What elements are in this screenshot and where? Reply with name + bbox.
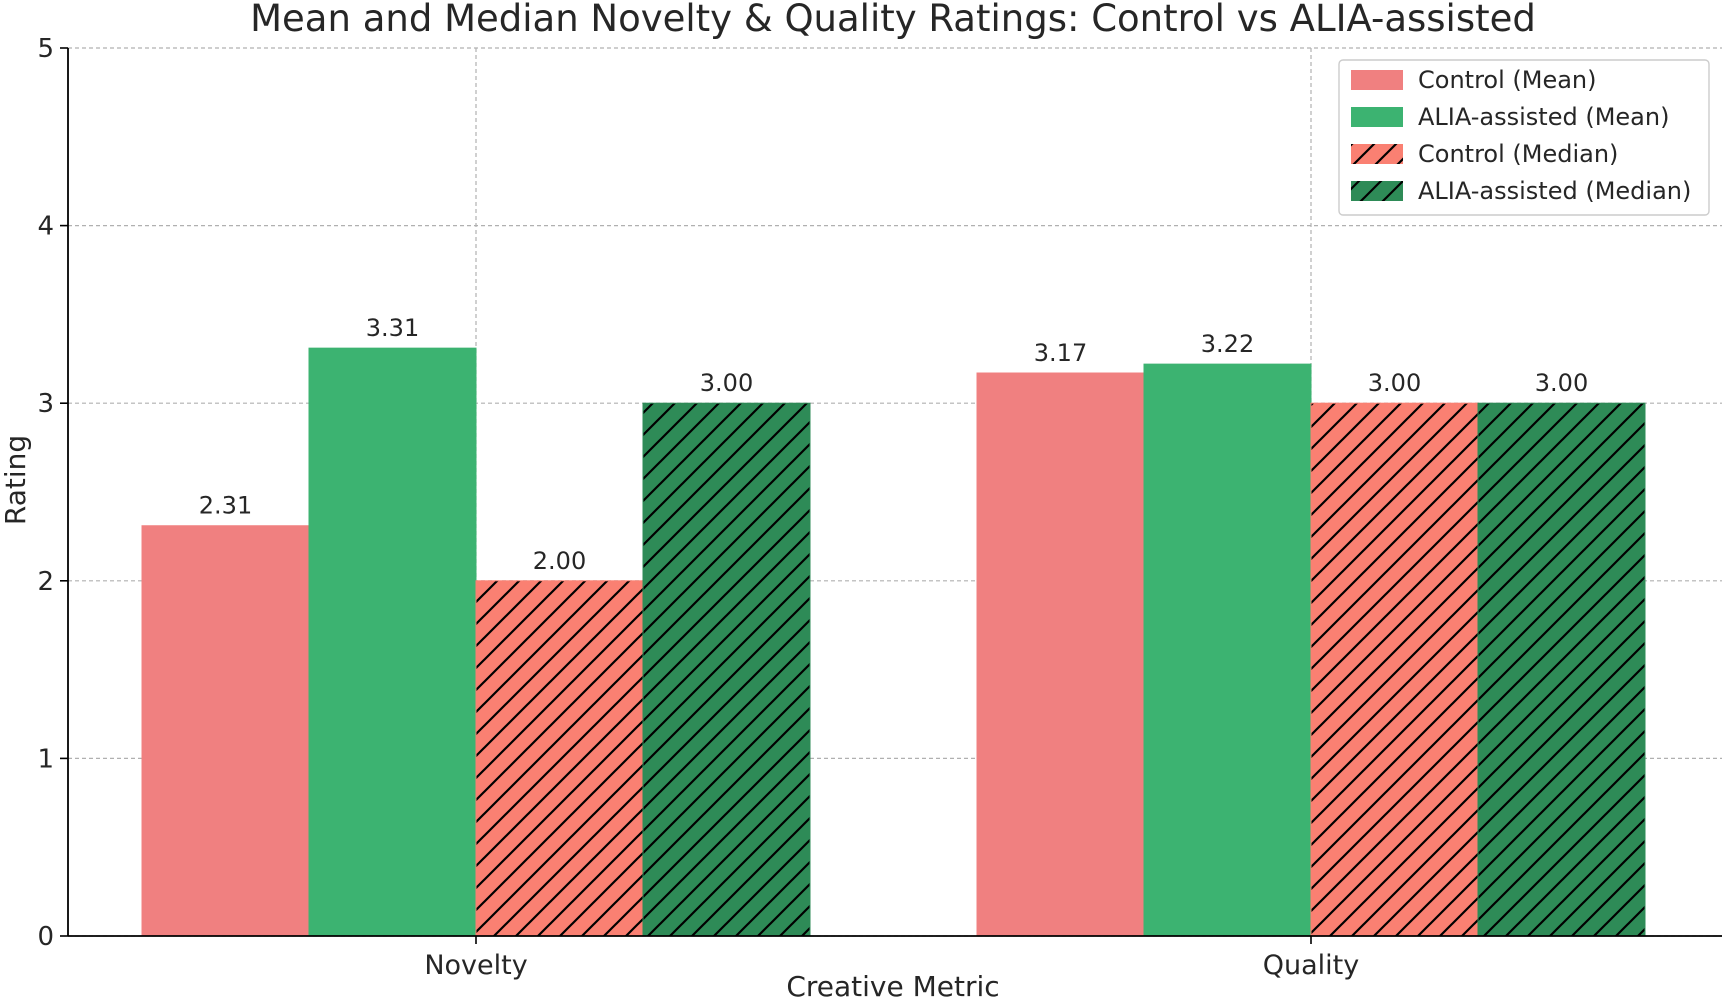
axes xyxy=(60,47,1722,944)
bar-data-label: 2.00 xyxy=(533,547,586,575)
y-tick-label: 4 xyxy=(37,212,54,242)
bar-data-label: 3.22 xyxy=(1201,330,1254,358)
legend-label: Control (Mean) xyxy=(1418,66,1597,94)
bar xyxy=(309,348,476,936)
y-tick-label: 0 xyxy=(37,922,54,952)
data-labels: 2.31 3.17 3.31 3.22 2.00 3.00 3.00 3.00 xyxy=(199,314,1588,575)
legend-label: Control (Median) xyxy=(1418,140,1618,168)
bar-hatch xyxy=(1478,403,1645,936)
legend: Control (Mean) ALIA-assisted (Mean) Contro… xyxy=(1338,59,1710,216)
y-axis-label: Rating xyxy=(0,435,32,525)
bar-data-label: 3.00 xyxy=(700,369,753,397)
bar-data-label: 3.00 xyxy=(1368,369,1421,397)
y-tick-label: 3 xyxy=(37,389,54,419)
x-axis-label: Creative Metric xyxy=(786,970,999,1003)
bars xyxy=(141,347,1646,937)
legend-swatch-hatch xyxy=(1351,181,1403,201)
bar-data-label: 3.17 xyxy=(1034,339,1087,367)
bar xyxy=(142,525,309,936)
bar-hatch xyxy=(643,403,810,936)
legend-swatch xyxy=(1351,107,1403,127)
x-tick-label: Quality xyxy=(1263,950,1359,981)
bar xyxy=(1144,364,1311,936)
x-tick-label: Novelty xyxy=(424,950,527,981)
y-tick-label: 2 xyxy=(37,567,54,597)
bar xyxy=(977,373,1144,936)
legend-swatch-hatch xyxy=(1351,144,1403,164)
legend-swatch xyxy=(1351,70,1403,90)
chart-title: Mean and Median Novelty & Quality Rating… xyxy=(250,0,1536,40)
bar-data-label: 3.31 xyxy=(366,314,419,342)
legend-box xyxy=(1338,59,1710,216)
bar-hatch xyxy=(1311,403,1478,936)
y-tick-label: 5 xyxy=(37,34,54,64)
legend-label: ALIA-assisted (Mean) xyxy=(1418,103,1669,131)
bar-data-label: 2.31 xyxy=(199,492,252,520)
y-tick-label: 1 xyxy=(37,744,54,774)
legend-label: ALIA-assisted (Median) xyxy=(1418,177,1691,205)
tick-labels: 0 1 2 3 4 5 Novelty Quality xyxy=(37,34,1359,981)
bar-data-label: 3.00 xyxy=(1535,369,1588,397)
bar-hatch xyxy=(476,580,643,936)
